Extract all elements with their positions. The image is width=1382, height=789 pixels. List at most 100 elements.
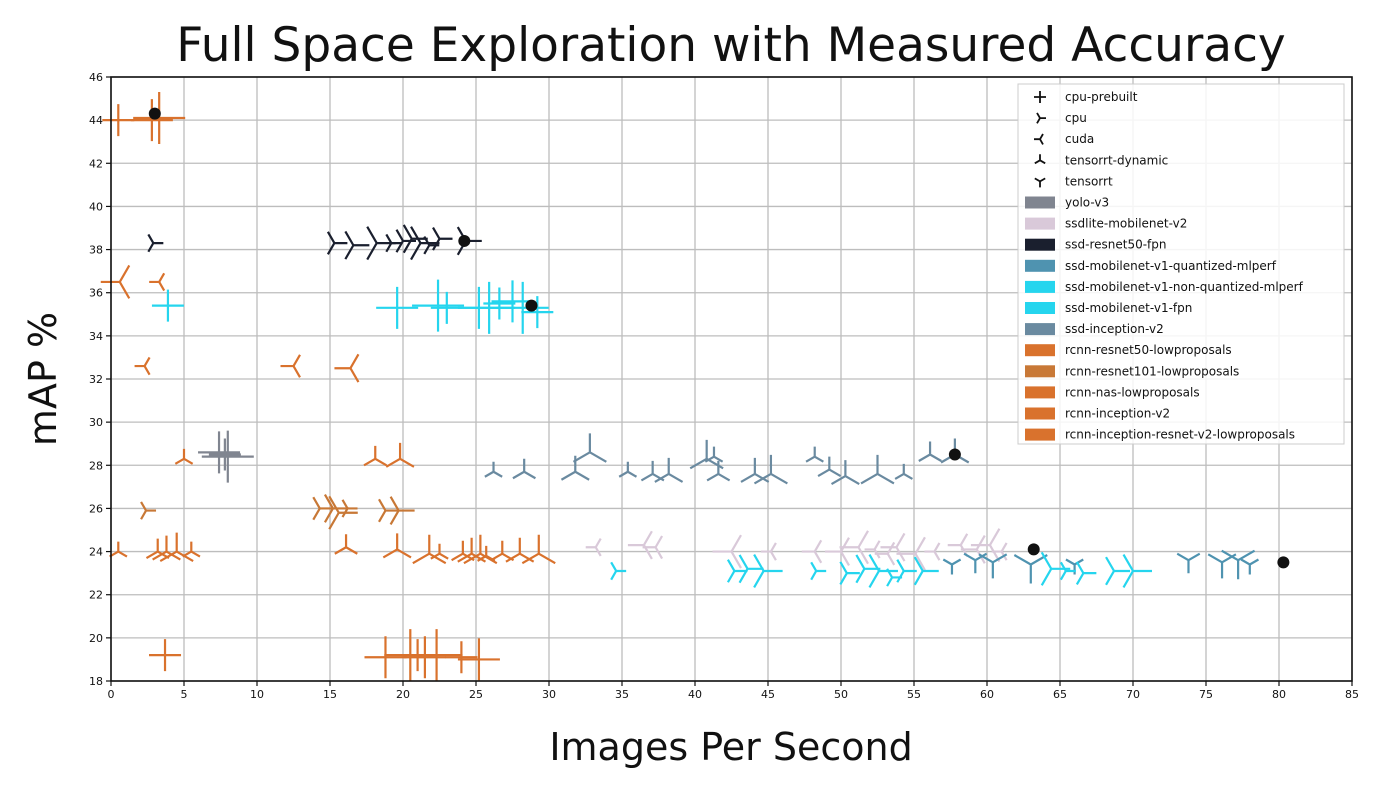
data-point-yolo-v3: [208, 438, 241, 471]
legend-label: ssdlite-mobilenet-v2: [1065, 217, 1187, 231]
data-point-ssd-inception-v2: [560, 455, 590, 481]
data-point-rcnn-inception-v2: [152, 535, 181, 561]
legend-label: tensorrt-dynamic: [1065, 153, 1168, 167]
legend-swatch-ssdlite-mobilenet-v2: [1025, 217, 1055, 230]
data-point-ssdlite-mobilenet-v2: [880, 532, 906, 562]
data-point-rcnn-resnet101-lowproposals: [328, 495, 358, 530]
legend-label: tensorrt: [1065, 174, 1113, 188]
data-point-rcnn-inception-v2: [412, 534, 447, 565]
legend-marker-tensorrt: [1034, 177, 1046, 188]
data-point-ssd-mobilenet-v1-fpn: [376, 286, 419, 329]
legend-swatch-rcnn-inception-v2: [1025, 407, 1055, 420]
data-point-ssd-mobilenet-v1-non-quantized-mlperf: [1059, 561, 1076, 581]
legend-swatch-ssd-resnet50-fpn: [1025, 238, 1055, 251]
data-point-ssd-inception-v2: [704, 446, 724, 463]
highlight-point: [948, 448, 961, 461]
y-tick-label: 30: [89, 416, 103, 429]
y-tick-label: 36: [89, 287, 103, 300]
data-point-ssdlite-mobilenet-v2: [924, 542, 941, 561]
data-point-ssd-resnet50-fpn: [402, 224, 428, 254]
data-point-ssd-resnet50-fpn: [432, 226, 453, 251]
y-tick-label: 46: [89, 71, 103, 84]
data-point-rcnn-inception-v2: [363, 445, 388, 467]
data-point-ssd-mobilenet-v1-fpn: [151, 289, 184, 322]
data-point-ssd-inception-v2: [817, 456, 842, 478]
data-point-ssd-inception-v2: [830, 460, 860, 486]
data-point-ssd-inception-v2: [918, 441, 942, 462]
data-point-ssdlite-mobilenet-v2: [760, 542, 777, 561]
data-point-rcnn-inception-v2: [334, 534, 358, 555]
x-tick-label: 60: [980, 688, 994, 701]
data-point-ssd-mobilenet-v1-fpn: [491, 280, 534, 323]
legend-marker-cpu: [1036, 112, 1046, 124]
data-point-ssd-resnet50-fpn: [423, 236, 440, 255]
data-point-rcnn-inception-v2: [174, 448, 194, 465]
x-tick-label: 70: [1126, 688, 1140, 701]
data-point-ssd-mobilenet-v1-non-quantized-mlperf: [839, 561, 860, 585]
legend-label: cpu-prebuilt: [1065, 90, 1138, 104]
data-point-rcnn-resnet50-lowproposals: [149, 639, 182, 672]
legend-swatch-ssd-mobilenet-v1-fpn: [1025, 302, 1055, 314]
plot-frame: [110, 76, 1353, 682]
axis-ticks: 0 5 10 15 20 25 30 35 40 45 50 55 60 65 70 75 80 85 18 20 22…: [89, 71, 1359, 701]
data-point-rcnn-resnet50-lowproposals: [445, 641, 478, 674]
legend-marker-tensorrt-dynamic: [1034, 154, 1046, 165]
x-axis-label: Images Per Second: [549, 725, 912, 769]
x-tick-label: 5: [181, 688, 188, 701]
data-point-rcnn-inception-v2: [109, 541, 128, 558]
y-tick-label: 22: [89, 589, 103, 602]
data-point-ssd-mobilenet-v1-quantized-mlperf: [978, 553, 1008, 579]
data-point-ssd-mobilenet-v1-non-quantized-mlperf: [1075, 561, 1097, 585]
data-point-ssd-inception-v2: [484, 461, 503, 478]
data-point-ssd-mobilenet-v1-non-quantized-mlperf: [896, 559, 917, 583]
data-point-rcnn-nas-lowproposals: [149, 272, 166, 292]
data-point-ssdlite-mobilenet-v2: [801, 539, 823, 564]
x-tick-label: 75: [1199, 688, 1213, 701]
data-point-ssd-mobilenet-v1-non-quantized-mlperf: [738, 554, 764, 584]
legend-label: rcnn-resnet101-lowproposals: [1065, 364, 1239, 378]
x-tick-label: 25: [469, 688, 483, 701]
y-tick-label: 28: [89, 459, 103, 472]
data-point-ssd-mobilenet-v1-quantized-mlperf: [1221, 549, 1256, 580]
data-point-ssd-mobilenet-v1-fpn: [521, 296, 554, 329]
legend-label: ssd-inception-v2: [1065, 322, 1164, 336]
data-point-ssd-inception-v2: [572, 433, 607, 463]
data-point-ssd-mobilenet-v1-non-quantized-mlperf: [753, 553, 783, 588]
legend-marker-cpu-prebuilt: [1034, 91, 1046, 103]
data-point-ssdlite-mobilenet-v2: [825, 537, 850, 566]
x-tick-label: 30: [542, 688, 556, 701]
data-point-ssd-mobilenet-v1-non-quantized-mlperf: [913, 556, 939, 586]
data-point-rcnn-nas-lowproposals: [334, 353, 360, 383]
data-point-yolo-v3: [198, 431, 241, 474]
data-point-rcnn-resnet101-lowproposals: [378, 498, 399, 523]
data-point-ssd-resnet50-fpn: [147, 233, 164, 253]
highlight-points: [148, 107, 1290, 569]
data-point-rcnn-resnet101-lowproposals: [312, 496, 333, 521]
legend-swatch-ssd-mobilenet-v1-non-quantized-mlperf: [1025, 280, 1055, 293]
x-tick-label: 85: [1345, 688, 1359, 701]
y-tick-label: 40: [89, 200, 103, 213]
highlight-point: [525, 299, 538, 312]
x-tick-label: 50: [834, 688, 848, 701]
data-point-rcnn-inception-v2: [182, 541, 201, 558]
legend-swatch-rcnn-resnet101-lowproposals: [1025, 365, 1055, 378]
data-point-rcnn-inception-resnet-v2-lowproposals: [133, 91, 186, 144]
data-point-rcnn-inception-v2: [521, 534, 556, 565]
data-point-ssd-inception-v2: [640, 460, 665, 482]
legend-swatch-ssd-mobilenet-v1-quantized-mlperf: [1025, 259, 1055, 272]
data-point-ssdlite-mobilenet-v2: [896, 536, 926, 571]
data-point-rcnn-resnet50-lowproposals: [403, 636, 446, 679]
x-tick-label: 45: [761, 688, 775, 701]
data-point-ssd-resnet50-fpn: [385, 233, 402, 253]
highlight-point: [1277, 556, 1290, 569]
legend: cpu-prebuilt cpu cuda tensorrt-dynamic tenso…: [1017, 83, 1345, 445]
legend-label: cuda: [1065, 132, 1094, 146]
data-point-ssd-mobilenet-v1-non-quantized-mlperf: [1105, 556, 1131, 586]
data-point-rcnn-resnet101-lowproposals: [389, 496, 415, 525]
data-point-ssdlite-mobilenet-v2: [712, 534, 742, 569]
data-point-ssd-inception-v2: [860, 454, 895, 485]
data-point-ssd-resnet50-fpn: [326, 231, 348, 255]
legend-swatch-ssd-inception-v2: [1025, 323, 1055, 336]
data-point-ssd-mobilenet-v1-non-quantized-mlperf: [810, 561, 827, 581]
data-point-ssdlite-mobilenet-v2: [839, 530, 869, 565]
